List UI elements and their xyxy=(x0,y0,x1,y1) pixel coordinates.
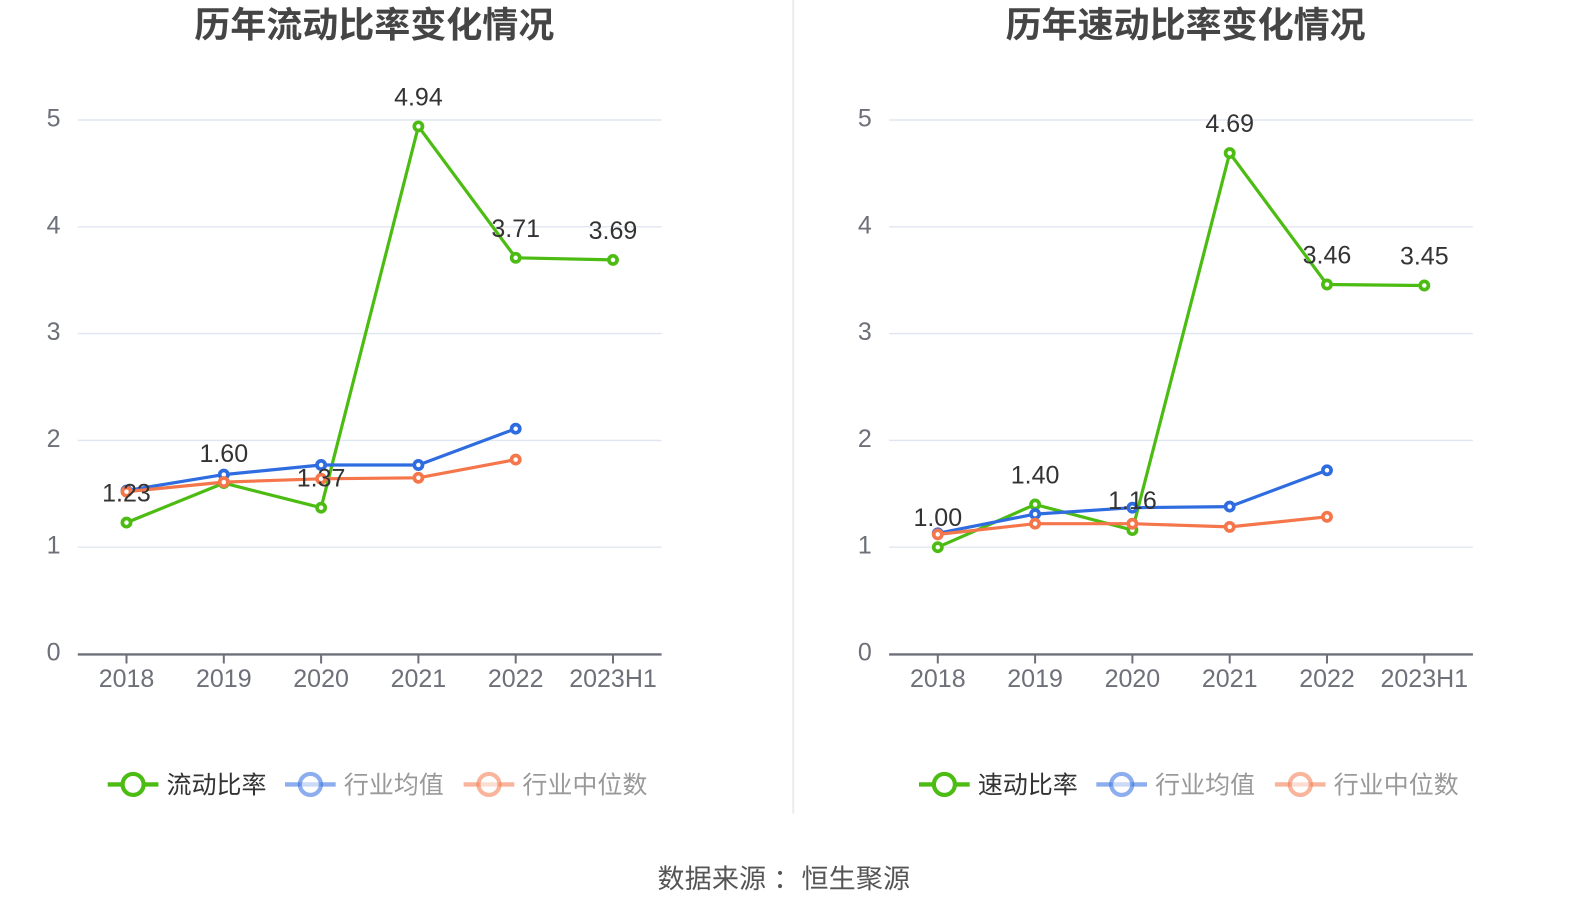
svg-text:4: 4 xyxy=(858,211,872,239)
svg-text:3: 3 xyxy=(858,318,872,346)
svg-text:1.16: 1.16 xyxy=(1108,487,1157,515)
svg-text:4.69: 4.69 xyxy=(1205,110,1254,138)
svg-text:2021: 2021 xyxy=(1202,665,1258,693)
svg-text:2023H1: 2023H1 xyxy=(1381,665,1469,693)
svg-text:5: 5 xyxy=(47,105,61,133)
svg-text:1.23: 1.23 xyxy=(102,480,151,508)
svg-text:2018: 2018 xyxy=(910,665,966,693)
svg-text:1.37: 1.37 xyxy=(297,465,346,493)
svg-text:3.71: 3.71 xyxy=(491,215,540,243)
svg-text:2019: 2019 xyxy=(1007,665,1063,693)
svg-text:1.60: 1.60 xyxy=(199,440,248,468)
svg-text:2023H1: 2023H1 xyxy=(569,665,657,693)
svg-text:0: 0 xyxy=(47,639,61,667)
svg-text:0: 0 xyxy=(858,639,872,667)
svg-text:2019: 2019 xyxy=(196,665,252,693)
svg-text:3.46: 3.46 xyxy=(1303,242,1352,270)
svg-text:4: 4 xyxy=(47,211,61,239)
svg-text:2020: 2020 xyxy=(293,665,349,693)
svg-text:5: 5 xyxy=(858,105,872,133)
svg-text:3.69: 3.69 xyxy=(589,217,638,245)
svg-text:2020: 2020 xyxy=(1105,665,1161,693)
svg-text:2: 2 xyxy=(47,425,61,453)
svg-text:3: 3 xyxy=(47,318,61,346)
svg-text:1: 1 xyxy=(47,532,61,560)
svg-text:2: 2 xyxy=(858,425,872,453)
svg-text:1: 1 xyxy=(858,532,872,560)
svg-text:2018: 2018 xyxy=(99,665,155,693)
svg-text:1.40: 1.40 xyxy=(1011,462,1060,490)
svg-text:2021: 2021 xyxy=(391,665,447,693)
svg-text:2022: 2022 xyxy=(1299,665,1355,693)
svg-text:3.45: 3.45 xyxy=(1400,243,1449,271)
svg-text:2022: 2022 xyxy=(488,665,544,693)
svg-text:4.94: 4.94 xyxy=(394,83,443,111)
svg-text:1.00: 1.00 xyxy=(913,504,962,532)
